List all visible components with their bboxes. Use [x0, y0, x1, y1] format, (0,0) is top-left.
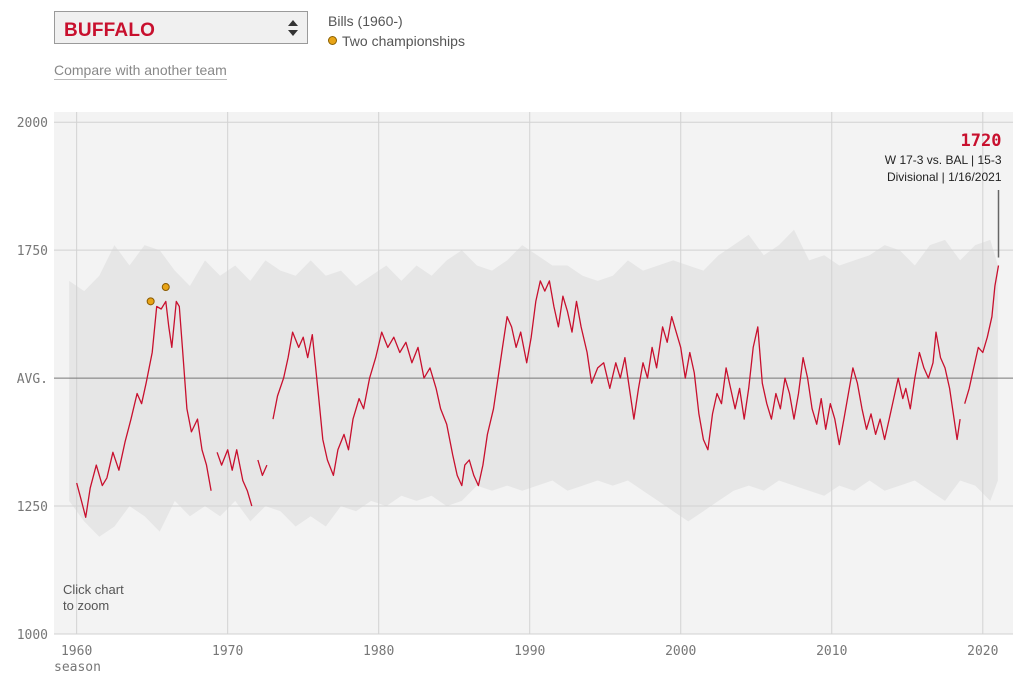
- x-tick-label: 1970: [212, 644, 243, 659]
- y-tick-label: 1250: [17, 500, 48, 515]
- championship-marker: [146, 297, 155, 306]
- callout-game-date: Divisional | 1/16/2021: [887, 170, 1002, 184]
- x-tick-label: 1990: [514, 644, 545, 659]
- legend: Two championships: [328, 33, 465, 49]
- x-tick-label: 1960: [61, 644, 92, 659]
- y-tick-label: 1750: [17, 244, 48, 259]
- championship-dot-icon: [328, 36, 337, 45]
- callout-elo-value: 1720: [961, 131, 1002, 151]
- team-elo-line: [76, 265, 1000, 518]
- x-tick-label: 1980: [363, 644, 394, 659]
- y-tick-label: 1000: [17, 628, 48, 643]
- x-tick-label: 2010: [816, 644, 847, 659]
- x-tick-label: 2020: [967, 644, 998, 659]
- select-arrows-icon: [288, 20, 298, 36]
- zoom-hint-line1: Click chart: [63, 582, 124, 597]
- y-tick-label: 2000: [17, 116, 48, 131]
- x-tick-label: 2000: [665, 644, 696, 659]
- zoom-hint-line2: to zoom: [63, 598, 109, 613]
- legend-label: Two championships: [342, 33, 465, 49]
- x-axis-title: season: [54, 660, 101, 675]
- team-select[interactable]: BUFFALO: [54, 11, 308, 44]
- y-tick-label: AVG.: [17, 372, 48, 387]
- team-name: Bills (1960-): [328, 13, 403, 29]
- league-range-band: [69, 229, 998, 537]
- callout-game-result: W 17-3 vs. BAL | 15-3: [885, 153, 1002, 167]
- compare-team-link[interactable]: Compare with another team: [54, 62, 227, 80]
- championship-marker: [161, 283, 170, 292]
- team-select-value: BUFFALO: [64, 20, 156, 41]
